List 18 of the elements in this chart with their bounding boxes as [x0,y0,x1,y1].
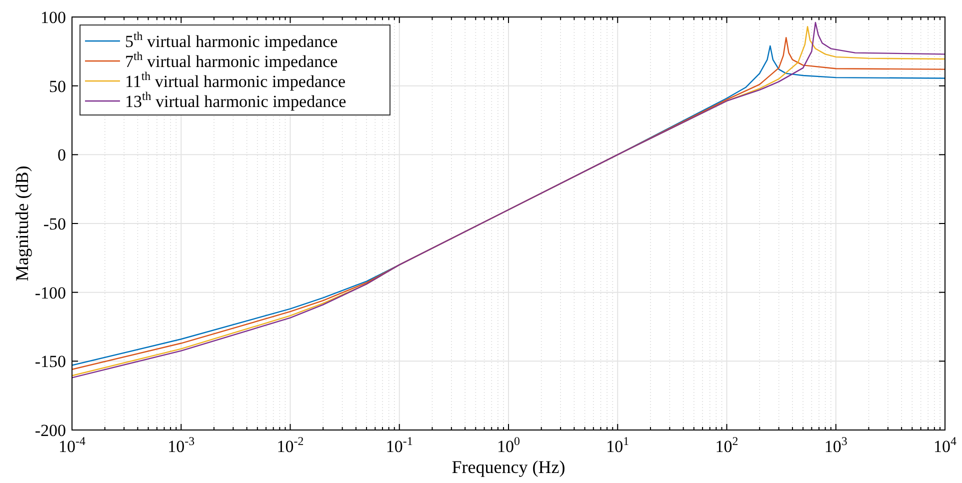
x-tick-label: 10$^{3}$ [824,434,848,456]
x-axis-title: Frequency (Hz) [452,457,566,477]
x-tick-label: 10$^{-3}$ [168,434,195,456]
x-tick-label: 10$^{1}$ [606,434,630,456]
x-tick-label: 10$^{-1}$ [386,434,413,456]
y-axis-title: Magnitude (dB) [12,166,32,282]
y-tick-label: -100 [34,283,66,302]
x-tick-label: 10$^{4}$ [934,434,957,456]
x-tick-label: 10$^{0}$ [497,434,520,456]
y-tick-label: -200 [34,421,66,440]
x-tick-label: 10$^{2}$ [715,434,738,456]
y-tick-label: 100 [40,8,66,27]
y-tick-label: 50 [49,76,66,96]
y-tick-label: -150 [34,352,66,372]
y-tick-label: 0 [58,146,66,165]
x-tick-label: 10$^{-2}$ [276,434,304,456]
legend-label: 5$^{th}$ virtual harmonic impedance [125,29,338,51]
y-tick-label: -50 [43,214,66,234]
